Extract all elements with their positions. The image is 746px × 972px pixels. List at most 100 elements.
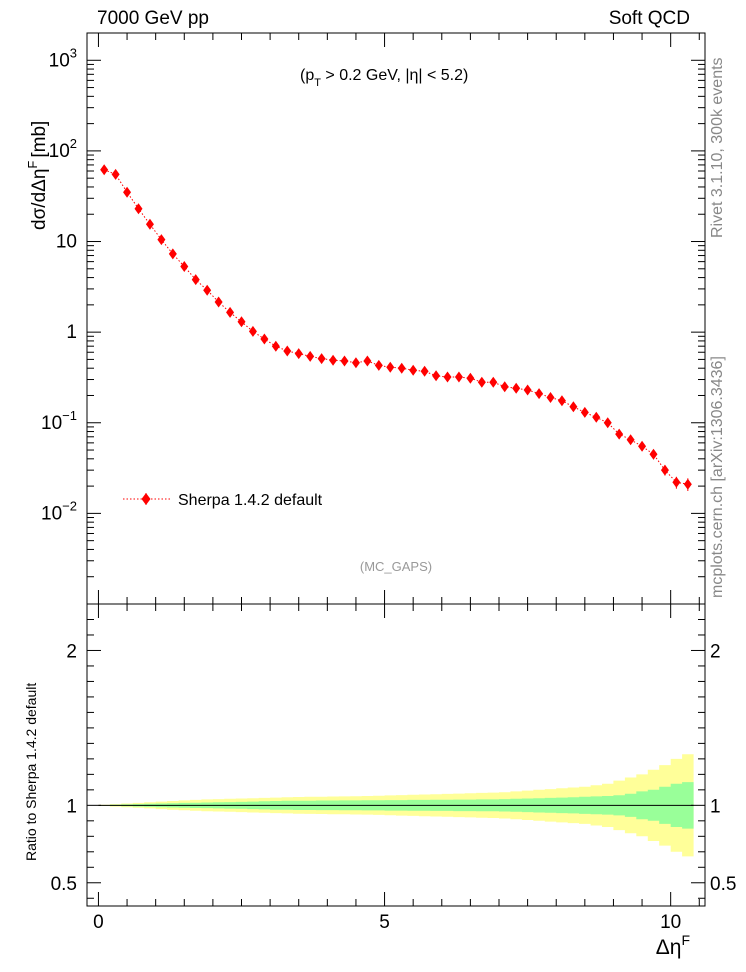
ratio-y-tick-label-right: 0.5 [710,874,736,895]
cut-label-pt: (p [300,67,314,84]
y-tick-label-exp: −1 [62,408,77,423]
cut-label-rest: > 0.2 GeV, |η| < 5.2) [321,67,468,84]
data-point [363,355,372,367]
data-point [260,333,269,345]
legend-label: Sherpa 1.4.2 default [178,492,323,509]
data-point [248,325,257,337]
data-point [168,248,177,260]
data-point [672,476,681,488]
data-point [134,203,143,215]
y-tick-label-base: 10 [49,141,70,162]
data-point [203,284,212,296]
data-point [489,376,498,388]
data-point [237,316,246,328]
y-tick-label-base: 10 [41,503,62,524]
data-point [397,362,406,374]
y-tick-label: 1 [66,322,77,343]
main-ylabel: dσ/dΔηF [mb] [25,121,50,230]
x-axis-label-sup: F [681,932,690,948]
data-point [603,417,612,429]
data-point [466,372,475,384]
y-tick-label: 10−1 [41,408,77,434]
data-point [615,428,624,440]
data-point [145,218,154,230]
ratio-y-tick-label: 1 [66,796,77,817]
data-point [180,261,189,272]
x-axis-label: ΔηF [656,932,690,959]
main-plot-frame [86,32,706,605]
data-point [477,376,486,388]
data-point [557,395,566,407]
ratio-y-tick-label-right: 1 [710,796,721,817]
data-point [409,364,418,376]
data-point [283,345,292,357]
series-line [104,169,688,485]
data-point [523,384,532,396]
data-point [386,361,395,373]
legend: Sherpa 1.4.2 default [123,492,323,509]
data-point [317,353,326,365]
data-point [214,296,223,308]
data-point [683,478,692,490]
data-point [512,382,521,394]
data-point [638,440,647,452]
main-ylabel-text: dσ/dΔη [29,169,50,230]
data-point [535,388,544,400]
x-tick-label: 0 [93,912,104,933]
side-label-lower: mcplots.cern.ch [arXiv:1306.3436] [709,356,726,598]
data-point [626,434,635,446]
data-point [123,186,132,198]
data-point [454,371,463,383]
y-tick-label-base: 10 [49,50,70,71]
ratio-y-tick-label: 2 [66,641,77,662]
data-point [569,401,578,413]
legend-marker [141,493,151,505]
y-tick-label-exp: −2 [62,498,77,513]
data-point [580,406,589,418]
data-point [306,350,315,362]
data-point [226,306,235,318]
data-point [294,348,303,360]
data-point [111,168,120,180]
y-tick-label: 103 [49,45,77,71]
y-tick-label: 102 [49,136,77,162]
data-point [271,340,280,352]
cut-label: (pT > 0.2 GeV, |η| < 5.2) [300,67,468,89]
data-point [649,448,658,460]
analysis-label: (MC_GAPS) [360,559,432,574]
side-label-upper: Rivet 3.1.10, 300k events [709,57,726,238]
data-point [432,370,441,382]
data-point [374,359,383,371]
data-point [157,234,166,246]
ratio-plot: 0.5 0.5 1 1 2 2 0 5 10 Ratio to Sherpa 1.4.2 def… [23,603,736,933]
x-axis-label-text: Δη [656,936,682,959]
header-right-label: Soft QCD [609,8,690,29]
y-tick-label: 10−2 [41,498,77,524]
data-point [329,354,338,366]
y-tick-label-exp: 3 [70,45,77,60]
data-point [546,392,555,403]
y-tick-label-base: 10 [41,413,62,434]
header-left-label: 7000 GeV pp [97,8,209,29]
ratio-y-tick-label-right: 2 [710,641,721,662]
data-point [420,365,429,377]
y-tick-label: 10 [56,232,77,253]
cut-label-sub: T [314,77,321,89]
main-ylabel-sup: F [25,161,40,169]
x-tick-label: 5 [379,912,390,933]
data-point [191,274,200,286]
x-tick-label: 10 [660,912,681,933]
ratio-y-tick-label: 0.5 [51,874,77,895]
data-point [443,371,452,383]
data-point [340,355,349,367]
data-point [100,164,109,176]
main-ylabel-unit: [mb] [29,121,50,158]
data-point [660,464,669,476]
data-point [500,381,509,393]
ratio-ylabel: Ratio to Sherpa 1.4.2 default [23,683,39,861]
ratio-plot-frame [86,603,706,907]
data-point [351,357,360,369]
y-tick-label-exp: 2 [70,136,77,151]
